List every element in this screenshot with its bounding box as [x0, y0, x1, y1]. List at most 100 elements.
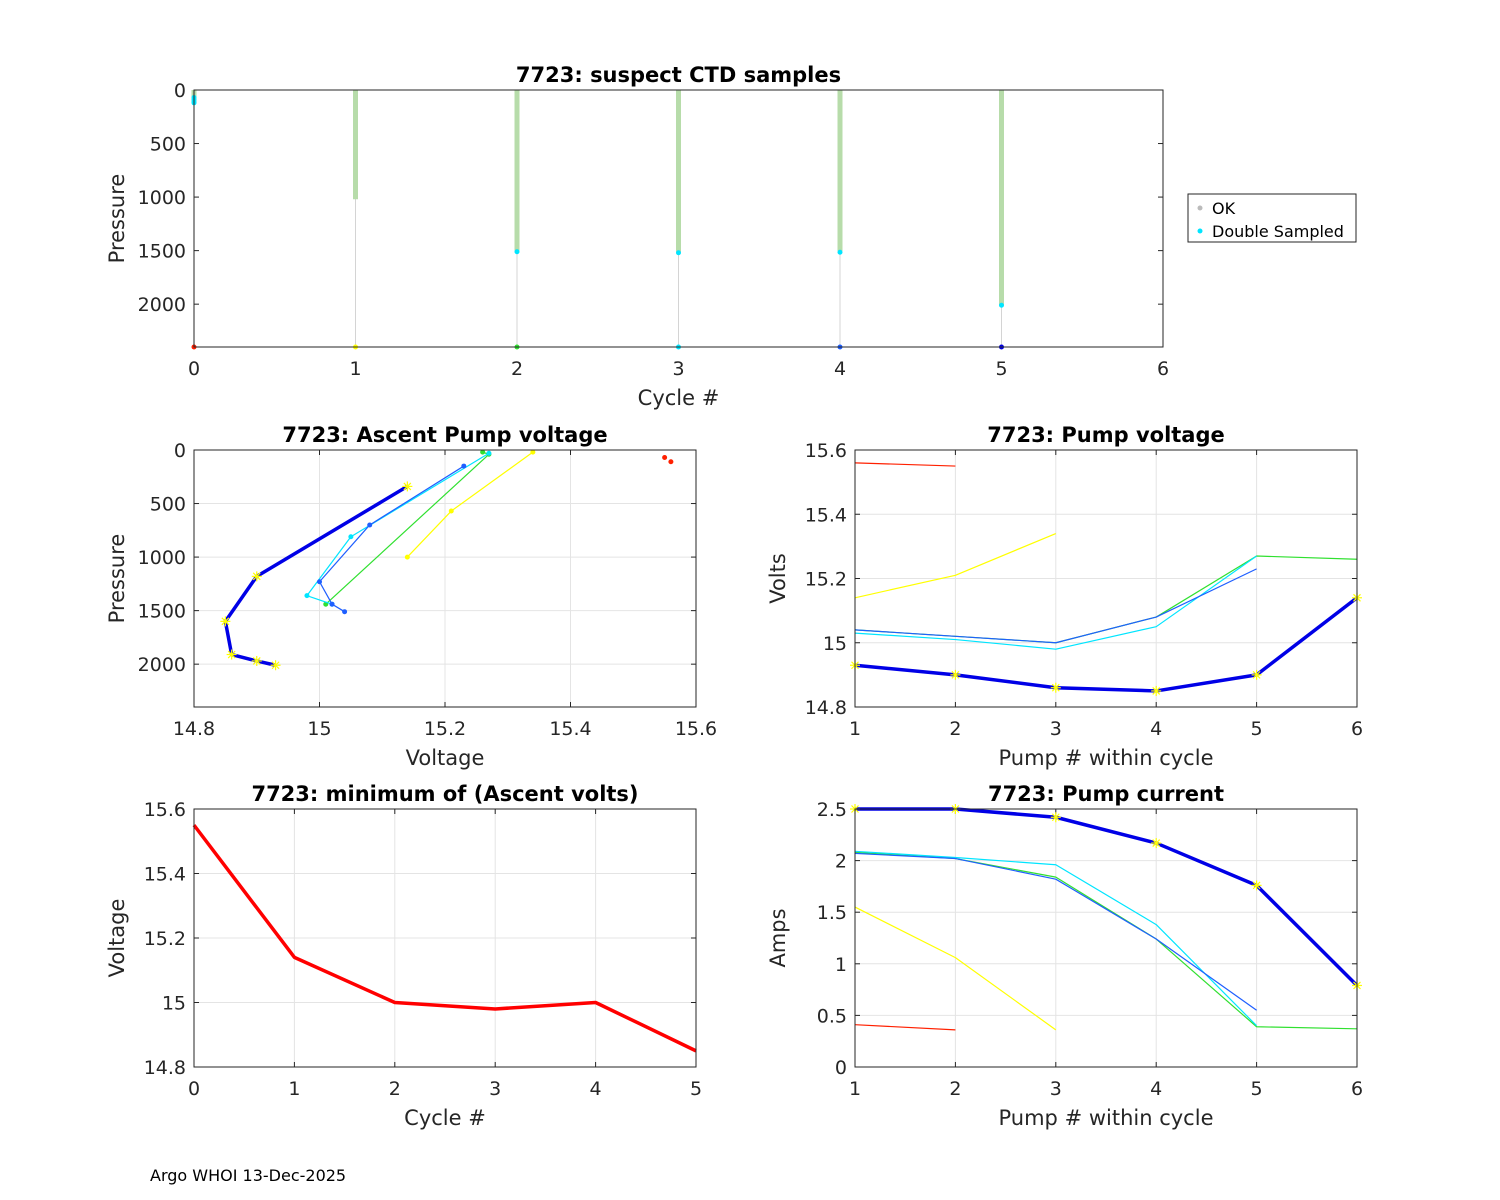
x-tick-label: 6 — [1351, 718, 1363, 740]
y-tick-label: 2 — [835, 851, 847, 873]
data-point-star — [220, 616, 231, 627]
y-tick-label: 15.2 — [805, 569, 847, 591]
y-tick-label: 1500 — [138, 241, 186, 263]
x-axis-label: Cycle # — [404, 1106, 486, 1130]
chart-title: 7723: Pump voltage — [987, 423, 1225, 447]
chart-ascent: 14.8 15 15.2 15.4 15.6 0 500 1000 1500 2000 7723: … — [105, 423, 717, 770]
data-point — [342, 609, 348, 615]
footer-credit: Argo WHOI 13-Dec-2025 — [150, 1166, 347, 1185]
x-axis-label: Pump # within cycle — [999, 746, 1214, 770]
data-point-star — [251, 655, 262, 666]
y-tick-label: 2000 — [138, 654, 186, 676]
legend-marker — [1197, 228, 1203, 234]
x-axis-label: Pump # within cycle — [999, 1106, 1214, 1130]
legend-box — [1187, 193, 1357, 243]
x-tick-label: 3 — [489, 1078, 501, 1100]
double-sampled-point — [514, 249, 520, 255]
data-point — [486, 450, 492, 456]
series-line-cycle-5 — [854, 596, 1359, 693]
x-tick-label: 5 — [1251, 1078, 1263, 1100]
y-axis-label: Amps — [766, 908, 790, 967]
data-point — [304, 593, 310, 599]
axes-frame — [193, 89, 1164, 348]
y-tick-label: 15 — [823, 633, 847, 655]
x-tick-label: 14.8 — [173, 718, 215, 740]
series-line-cycle-3 — [306, 452, 490, 605]
data-point — [317, 579, 322, 585]
data-point-star — [1050, 812, 1061, 823]
y-tick-label: 1 — [835, 954, 847, 976]
chart-title: 7723: minimum of (Ascent volts) — [251, 782, 638, 806]
x-tick-label: 2 — [949, 1078, 961, 1100]
x-tick-label: 2 — [511, 358, 523, 380]
legend: OK Double Sampled — [1187, 193, 1357, 243]
y-axis-label: Pressure — [105, 534, 129, 624]
data-point-star — [251, 571, 262, 582]
x-tick-label: 2 — [949, 718, 961, 740]
axes-frame — [193, 449, 697, 708]
data-point-star — [1251, 669, 1262, 680]
x-axis-label: Cycle # — [638, 386, 720, 410]
y-tick-label: 0 — [835, 1057, 847, 1079]
x-tick-label: 3 — [1050, 718, 1062, 740]
chart-minv: 0 1 2 3 4 5 14.8 15 15.2 15.4 15.6 7723: minimum of… — [105, 782, 702, 1130]
series-line-cycle-4 — [854, 568, 1257, 644]
series-line-cycle-1 — [854, 532, 1057, 599]
legend-marker — [1197, 205, 1203, 211]
data-point-star — [950, 669, 961, 680]
y-tick-label: 2000 — [138, 294, 186, 316]
data-point — [329, 601, 335, 607]
data-point-star — [1151, 838, 1162, 849]
data-point-star — [1050, 682, 1061, 693]
data-point — [668, 459, 674, 465]
data-point-star — [1251, 880, 1262, 891]
x-axis-label: Voltage — [406, 746, 485, 770]
y-tick-label: 1500 — [138, 601, 186, 623]
y-tick-label: 500 — [150, 494, 186, 516]
y-tick-label: 1.5 — [817, 902, 847, 924]
y-tick-label: 15.2 — [144, 928, 186, 950]
series-line-cycle-0 — [854, 1024, 956, 1031]
data-point — [367, 522, 373, 528]
series-line-cycle-3 — [854, 850, 1258, 1027]
x-tick-label: 0 — [188, 358, 200, 380]
chart-title: 7723: Pump current — [988, 782, 1224, 806]
y-axis-label: Voltage — [105, 899, 129, 978]
data-point-star — [402, 481, 413, 492]
y-axis-label: Pressure — [105, 174, 129, 264]
x-tick-label: 15 — [307, 718, 331, 740]
y-tick-label: 15 — [162, 993, 186, 1015]
x-tick-label: 1 — [349, 358, 361, 380]
x-tick-label: 6 — [1157, 358, 1169, 380]
series-line-cycle-0 — [854, 462, 956, 467]
double-sampled-point — [837, 249, 843, 255]
data-point — [348, 534, 354, 540]
data-point — [461, 463, 467, 469]
data-point — [662, 454, 668, 460]
y-tick-label: 15.4 — [805, 504, 847, 526]
y-tick-label: 0 — [174, 80, 186, 102]
x-tick-label: 3 — [1050, 1078, 1062, 1100]
x-tick-label: 4 — [1150, 718, 1162, 740]
x-tick-label: 5 — [995, 358, 1007, 380]
axes-frame — [193, 808, 697, 1068]
y-tick-label: 1000 — [138, 187, 186, 209]
x-tick-label: 15.4 — [549, 718, 591, 740]
series-line-cycle-3 — [854, 555, 1257, 650]
y-tick-label: 500 — [150, 134, 186, 156]
x-tick-label: 15.6 — [675, 718, 717, 740]
x-tick-label: 1 — [288, 1078, 300, 1100]
data-point — [480, 449, 486, 455]
x-tick-label: 5 — [1251, 718, 1263, 740]
series-line-cycle-1 — [854, 906, 1057, 1031]
x-tick-label: 4 — [1150, 1078, 1162, 1100]
series-line-cycle-4 — [854, 852, 1257, 1011]
legend-label: Double Sampled — [1212, 222, 1344, 241]
chart-title: 7723: Ascent Pump voltage — [282, 423, 607, 447]
x-tick-label: 5 — [690, 1078, 702, 1100]
x-tick-label: 1 — [849, 1078, 861, 1100]
y-tick-label: 1000 — [138, 547, 186, 569]
series-line-cycle-min — [192, 824, 697, 1053]
axes-frame — [854, 808, 1358, 1068]
